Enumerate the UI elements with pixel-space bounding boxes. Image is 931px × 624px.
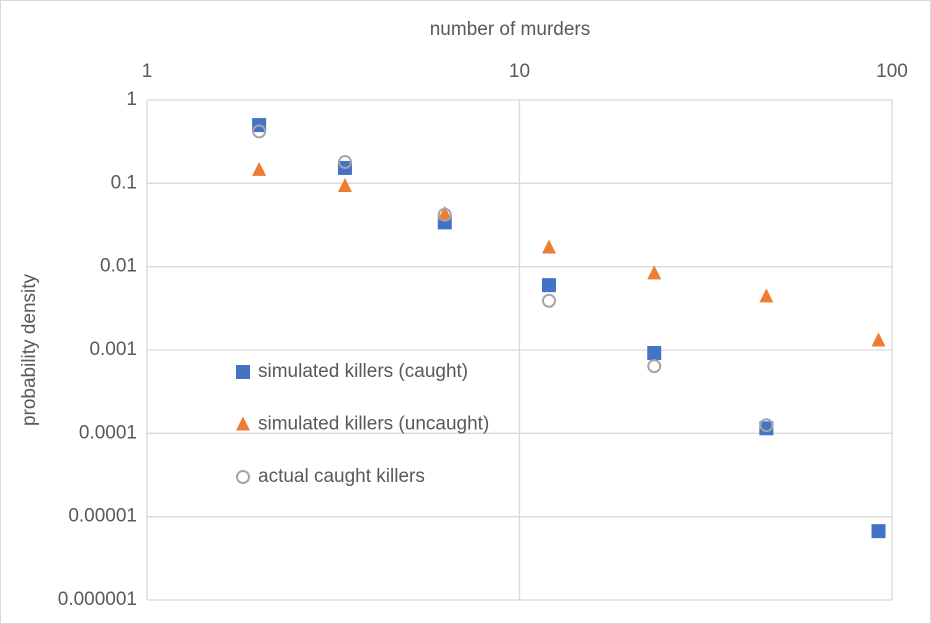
x-tick-label: 10 <box>509 61 530 82</box>
data-point <box>541 278 556 293</box>
y-tick-label: 0.0001 <box>79 422 137 443</box>
y-tick-label: 0.001 <box>89 339 137 360</box>
x-tick-label: 1 <box>142 61 153 82</box>
legend-label: actual caught killers <box>258 466 425 487</box>
data-point <box>647 265 662 280</box>
legend-marker <box>236 416 250 431</box>
y-tick-label: 0.000001 <box>58 589 137 610</box>
data-point <box>437 207 452 222</box>
data-point <box>252 161 267 176</box>
data-point <box>541 239 556 254</box>
data-point <box>252 124 267 139</box>
legend-marker <box>236 365 250 379</box>
legend-marker <box>236 470 250 484</box>
data-point <box>337 155 352 170</box>
data-point <box>871 332 886 347</box>
y-axis-label: probability density <box>19 273 40 426</box>
y-tick-label: 1 <box>126 89 137 110</box>
x-axis-label: number of murders <box>430 19 591 40</box>
data-point <box>759 288 774 303</box>
legend-label: simulated killers (uncaught) <box>258 414 489 435</box>
y-tick-label: 0.01 <box>100 256 137 277</box>
y-tick-label: 0.1 <box>111 172 137 193</box>
data-point <box>871 524 886 539</box>
data-point <box>647 346 662 361</box>
data-point <box>759 418 774 433</box>
data-point <box>759 421 774 436</box>
legend-label: simulated killers (caught) <box>258 361 468 382</box>
data-point <box>541 293 556 308</box>
x-tick-label: 100 <box>876 61 908 82</box>
data-point <box>437 205 452 220</box>
data-point <box>647 359 662 374</box>
y-tick-label: 0.00001 <box>68 506 137 527</box>
data-point <box>337 177 352 192</box>
